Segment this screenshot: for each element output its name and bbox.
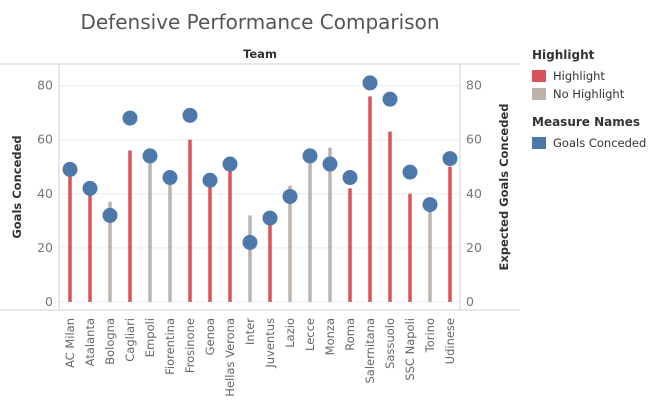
goals-dot-bologna[interactable]	[102, 207, 118, 223]
goals-dot-inter[interactable]	[242, 234, 258, 250]
y-tick-right-60: 60	[466, 132, 482, 147]
xg-bar-salernitana[interactable]	[368, 96, 372, 302]
x-tick-ac-milan: AC Milan	[63, 318, 77, 368]
goals-dot-ac-milan[interactable]	[62, 161, 78, 177]
x-tick-juventus: Juventus	[263, 318, 277, 369]
x-tick-monza: Monza	[323, 318, 337, 355]
y-tick-left-40: 40	[37, 186, 53, 201]
legend-label-highlight: Highlight	[553, 69, 605, 83]
legend-item-goals-conceded[interactable]: Goals Conceded	[532, 134, 668, 152]
xg-bars	[68, 96, 452, 302]
xg-bar-roma[interactable]	[348, 188, 352, 302]
x-tick-salernitana: Salernitana	[363, 318, 377, 384]
legend-label-goals-conceded: Goals Conceded	[553, 136, 647, 150]
xg-bar-empoli[interactable]	[148, 153, 152, 302]
y-tick-right-0: 0	[466, 294, 474, 309]
xg-bar-fiorentina[interactable]	[168, 172, 172, 302]
y-axis-label-right: Expected Goals Conceded	[497, 104, 511, 271]
legend-swatch-goals-conceded	[532, 137, 546, 149]
y-tick-right-80: 80	[466, 78, 482, 93]
x-tick-torino: Torino	[423, 318, 437, 353]
xg-bar-lecce[interactable]	[308, 153, 312, 302]
right-y-axis: 0 20 40 60 80	[466, 78, 482, 309]
y-axis-label-left: Goals Conceded	[10, 135, 24, 238]
y-tick-left-80: 80	[37, 78, 53, 93]
xg-bar-atalanta[interactable]	[88, 191, 92, 302]
xg-bar-bologna[interactable]	[108, 201, 112, 302]
goals-dot-roma[interactable]	[342, 170, 358, 186]
goals-dot-hellas-verona[interactable]	[222, 156, 238, 172]
xg-bar-torino[interactable]	[428, 201, 432, 302]
goals-dot-lecce[interactable]	[302, 148, 318, 164]
legend-swatch-highlight	[532, 70, 546, 82]
goals-dot-cagliari[interactable]	[122, 110, 138, 126]
xg-bar-frosinone[interactable]	[188, 139, 192, 302]
xg-bar-sassuolo[interactable]	[388, 131, 392, 302]
legend-title-highlight: Highlight	[532, 48, 595, 62]
x-tick-ssc-napoli: SSC Napoli	[403, 318, 417, 381]
gridlines	[59, 85, 460, 303]
xg-bar-ssc-napoli[interactable]	[408, 193, 412, 302]
x-tick-lazio: Lazio	[283, 318, 297, 348]
x-tick-inter: Inter	[243, 318, 257, 345]
goals-dot-monza[interactable]	[322, 156, 338, 172]
legend-title-measure: Measure Names	[532, 115, 641, 129]
x-tick-cagliari: Cagliari	[123, 318, 137, 362]
x-tick-bologna: Bologna	[103, 318, 117, 365]
goals-dot-atalanta[interactable]	[82, 180, 98, 196]
x-tick-roma: Roma	[343, 318, 357, 351]
goals-dot-empoli[interactable]	[142, 148, 158, 164]
x-tick-sassuolo: Sassuolo	[383, 318, 397, 369]
x-tick-fiorentina: Fiorentina	[163, 318, 177, 375]
y-tick-right-20: 20	[466, 240, 482, 255]
x-tick-lecce: Lecce	[303, 318, 317, 351]
x-tick-empoli: Empoli	[143, 318, 157, 357]
goals-dot-frosinone[interactable]	[182, 107, 198, 123]
x-tick-atalanta: Atalanta	[83, 318, 97, 366]
y-tick-right-40: 40	[466, 186, 482, 201]
xg-bar-genoa[interactable]	[208, 185, 212, 302]
x-tick-frosinone: Frosinone	[183, 318, 197, 373]
x-tick-hellas-verona: Hellas Verona	[223, 318, 237, 397]
team-header: Team	[243, 47, 277, 61]
goals-dot-ssc-napoli[interactable]	[402, 164, 418, 180]
left-y-axis: 0 20 40 60 80	[37, 78, 53, 309]
legend-item-no-highlight[interactable]: No Highlight	[532, 85, 668, 103]
goals-dot-lazio[interactable]	[282, 188, 298, 204]
x-tick-genoa: Genoa	[203, 318, 217, 355]
goals-dot-sassuolo[interactable]	[382, 91, 398, 107]
legend-swatch-no-highlight	[532, 88, 546, 100]
xg-bar-ac-milan[interactable]	[68, 174, 72, 302]
x-axis-labels: AC Milan Atalanta Bologna Cagliari Empoli Fio…	[63, 318, 457, 397]
xg-bar-monza[interactable]	[328, 147, 332, 302]
y-tick-left-0: 0	[45, 294, 53, 309]
legend-label-no-highlight: No Highlight	[553, 87, 625, 101]
goals-dot-torino[interactable]	[422, 197, 438, 213]
y-tick-left-20: 20	[37, 240, 53, 255]
xg-bar-lazio[interactable]	[288, 185, 292, 302]
xg-bar-inter[interactable]	[248, 215, 252, 302]
xg-bar-udinese[interactable]	[448, 166, 452, 302]
goals-dot-genoa[interactable]	[202, 172, 218, 188]
xg-bar-hellas-verona[interactable]	[228, 169, 232, 302]
chart-title: Defensive Performance Comparison	[80, 10, 439, 34]
goals-dot-udinese[interactable]	[442, 151, 458, 167]
y-tick-left-60: 60	[37, 132, 53, 147]
x-tick-udinese: Udinese	[443, 318, 457, 364]
xg-bar-juventus[interactable]	[268, 220, 272, 302]
goals-dot-fiorentina[interactable]	[162, 170, 178, 186]
xg-bar-cagliari[interactable]	[128, 150, 132, 302]
legend-item-highlight[interactable]: Highlight	[532, 67, 668, 85]
goals-dots	[62, 75, 458, 250]
goals-dot-juventus[interactable]	[262, 210, 278, 226]
legend: Highlight Highlight No Highlight Measure…	[532, 48, 668, 152]
goals-dot-salernitana[interactable]	[362, 75, 378, 91]
